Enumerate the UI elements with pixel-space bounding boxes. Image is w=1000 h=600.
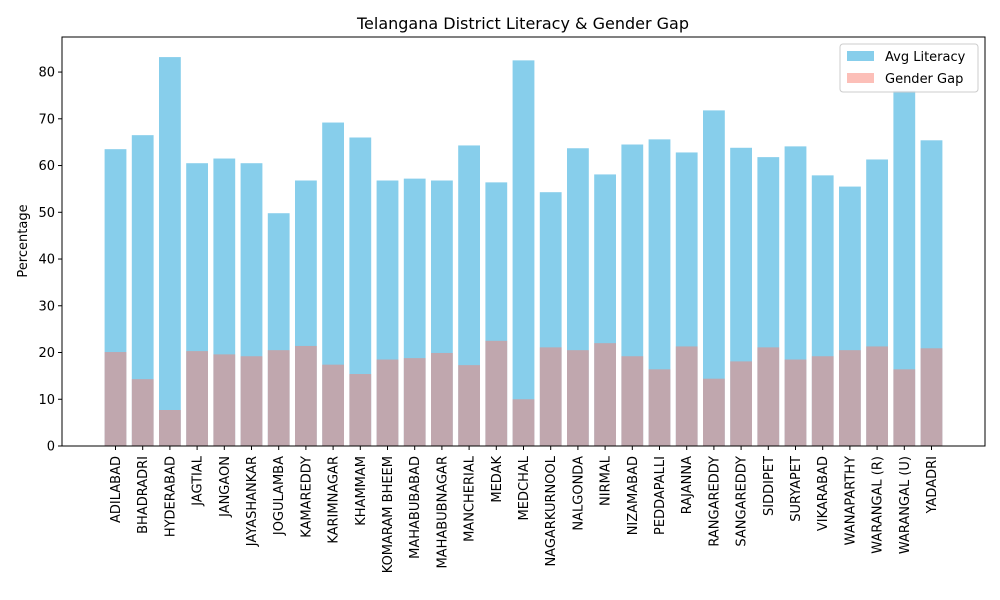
bar-gender-gap-wanaparthy bbox=[839, 350, 861, 446]
bar-gender-gap-jogulamba bbox=[267, 350, 290, 446]
y-tick-label: 0 bbox=[47, 440, 55, 455]
x-tick-label: KOMARAM BHEEM bbox=[381, 456, 396, 573]
y-tick-label: 60 bbox=[38, 159, 55, 174]
y-tick-label: 80 bbox=[38, 66, 55, 81]
bar-avg-literacy-rangareddy bbox=[703, 110, 725, 446]
x-tick-label: KHAMMAM bbox=[354, 456, 369, 526]
x-tick-label: NIZAMABAD bbox=[626, 456, 641, 535]
bar-avg-literacy-khammam bbox=[349, 137, 372, 446]
x-tick-label: MAHABUBNAGAR bbox=[435, 456, 450, 569]
y-tick-label: 50 bbox=[38, 206, 55, 221]
x-axis: ADILABAD BHADRADRI HYDERABAD JAGTIAL JANGAON… bbox=[109, 446, 940, 573]
x-tick-label: MEDAK bbox=[490, 456, 505, 503]
x-tick-label: YADADRI bbox=[925, 456, 940, 514]
legend-frame bbox=[839, 43, 979, 93]
x-tick-label: SANGAREDDY bbox=[735, 456, 750, 547]
bar-gender-gap-sangareddy bbox=[730, 361, 752, 446]
bar-gender-gap-medchal bbox=[512, 399, 535, 446]
bar-gender-gap-nizamabad bbox=[621, 356, 644, 446]
bar-gender-gap-warangal-r bbox=[866, 346, 888, 446]
bar-gender-gap-rajanna bbox=[675, 346, 698, 446]
y-axis: 0 10 20 30 40 50 60 70 80 bbox=[38, 66, 62, 455]
x-tick-label: WANAPARTHY bbox=[843, 456, 858, 545]
bar-gender-gap-nirmal bbox=[594, 343, 616, 446]
bar-avg-literacy-hyderabad bbox=[159, 57, 181, 446]
bar-gender-gap-jagtial bbox=[186, 351, 208, 446]
x-tick-label: ADILABAD bbox=[109, 456, 124, 523]
x-tick-label: NIRMAL bbox=[599, 455, 614, 506]
bar-gender-gap-medak bbox=[485, 340, 508, 446]
x-tick-label: JOGULAMBA bbox=[272, 456, 287, 536]
bar-gender-gap-warangal-u bbox=[893, 369, 916, 446]
x-tick-label: RANGAREDDY bbox=[707, 456, 722, 547]
legend-swatch-gender-gap bbox=[847, 73, 874, 83]
bar-gender-gap-hyderabad bbox=[159, 410, 181, 446]
y-tick-label: 30 bbox=[38, 299, 55, 314]
x-tick-label: RAJANNA bbox=[680, 456, 695, 514]
x-tick-label: WARANGAL (R) bbox=[871, 456, 886, 554]
bar-gender-gap-siddipet bbox=[757, 347, 780, 446]
bar-avg-literacy-bhadradri bbox=[131, 135, 154, 446]
y-tick-label: 40 bbox=[38, 253, 55, 268]
bar-gender-gap-nagarkurnool bbox=[539, 347, 562, 446]
bar-gender-gap-mahabubnagar bbox=[431, 352, 453, 446]
bar-gender-gap-suryapet bbox=[784, 359, 807, 446]
bar-gender-gap-khammam bbox=[349, 374, 372, 446]
bar-gender-gap-mancherial bbox=[458, 365, 480, 446]
y-tick-label: 20 bbox=[38, 346, 55, 361]
bar-gender-gap-peddapalli bbox=[648, 369, 671, 446]
x-tick-label: JAYASHANKAR bbox=[245, 456, 260, 547]
bar-gender-gap-komaram-bheem bbox=[376, 359, 399, 446]
series-gender-gap bbox=[104, 340, 943, 446]
chart-title: Telangana District Literacy & Gender Gap bbox=[356, 14, 689, 33]
legend-label-avg-literacy: Avg Literacy bbox=[885, 50, 966, 65]
bar-gender-gap-kamareddy bbox=[295, 345, 317, 446]
bar-gender-gap-rangareddy bbox=[703, 378, 725, 446]
x-tick-label: MANCHERIAL bbox=[463, 455, 478, 542]
bar-gender-gap-mahabubabad bbox=[403, 358, 426, 446]
x-tick-label: KARIMNAGAR bbox=[327, 456, 342, 544]
y-axis-label: Percentage bbox=[16, 204, 31, 277]
bar-gender-gap-yadadri bbox=[920, 348, 943, 446]
bar-avg-literacy-medchal bbox=[512, 60, 535, 447]
bar-gender-gap-nalgonda bbox=[567, 350, 589, 446]
x-tick-label: VIKARABAD bbox=[816, 456, 831, 531]
legend-swatch-avg-literacy bbox=[847, 51, 874, 61]
bar-gender-gap-jangaon bbox=[213, 354, 236, 446]
x-tick-label: MAHABUBABAD bbox=[408, 456, 423, 559]
x-tick-label: JAGTIAL bbox=[191, 455, 206, 507]
bar-gender-gap-vikarabad bbox=[811, 356, 834, 446]
bar-gender-gap-karimnagar bbox=[322, 364, 344, 446]
x-tick-label: SIDDIPET bbox=[762, 456, 777, 516]
bar-gender-gap-jayashankar bbox=[240, 356, 263, 446]
x-tick-label: NALGONDA bbox=[571, 456, 586, 531]
x-tick-label: NAGARKURNOOL bbox=[544, 455, 559, 566]
x-tick-label: PEDDAPALLI bbox=[653, 456, 668, 535]
x-tick-label: KAMAREDDY bbox=[299, 456, 314, 538]
y-tick-label: 70 bbox=[38, 112, 55, 127]
legend-label-gender-gap: Gender Gap bbox=[885, 72, 963, 87]
x-tick-label: JANGAON bbox=[218, 456, 233, 518]
x-tick-label: BHADRADRI bbox=[136, 456, 151, 534]
legend: Avg Literacy Gender Gap bbox=[839, 43, 979, 93]
bar-avg-literacy-warangal-u bbox=[893, 90, 916, 446]
x-tick-label: WARANGAL (U) bbox=[898, 456, 913, 554]
x-tick-label: MEDCHAL bbox=[517, 455, 532, 520]
x-tick-label: SURYAPET bbox=[789, 456, 804, 522]
x-tick-label: HYDERABAD bbox=[163, 456, 178, 537]
bar-gender-gap-adilabad bbox=[104, 352, 127, 446]
bar-gender-gap-bhadradri bbox=[131, 379, 154, 446]
y-tick-label: 10 bbox=[38, 393, 55, 408]
